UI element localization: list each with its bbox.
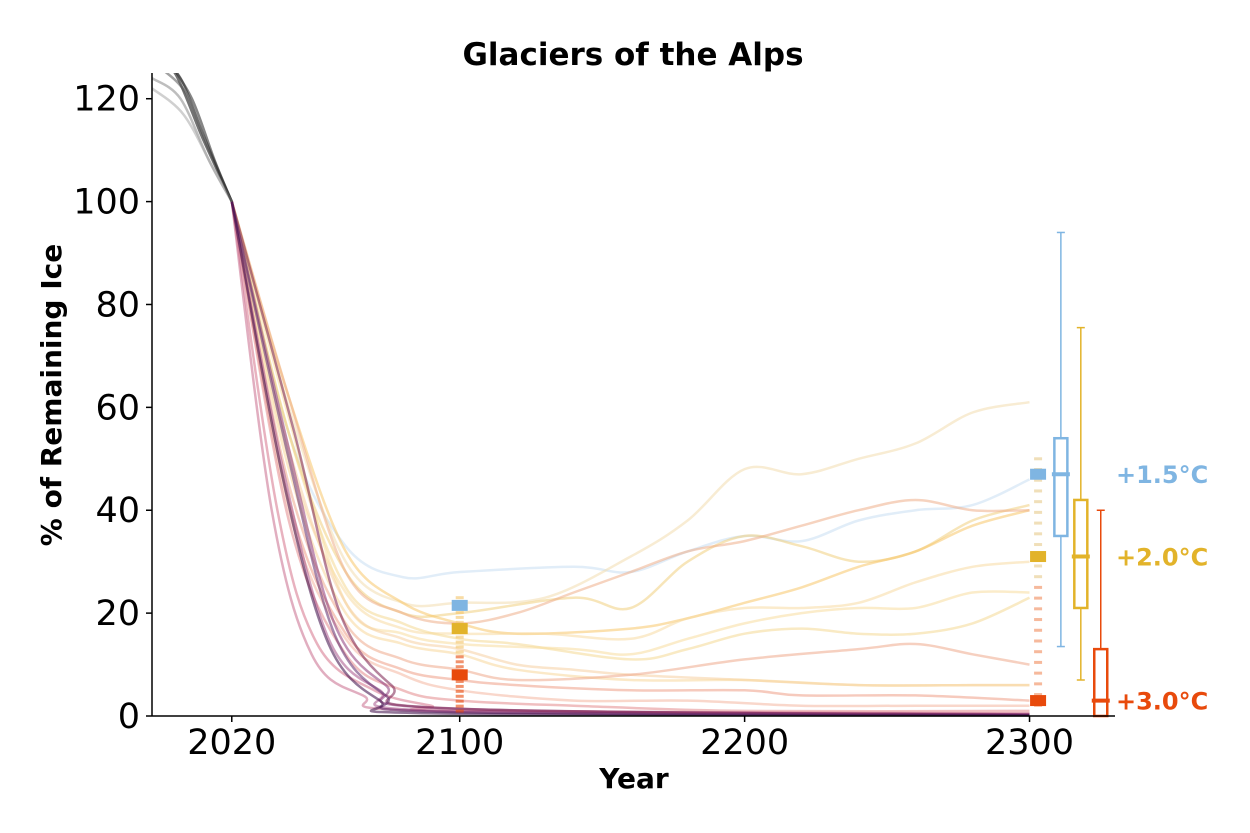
series-line: [230, 201, 1031, 580]
stack-2100-tick: [455, 610, 464, 614]
series-line: [230, 201, 1031, 661]
series-line: [230, 201, 1030, 702]
y-tick-label: 0: [118, 697, 140, 737]
stack-2300-tick: [1034, 585, 1043, 589]
stack-2300-tick: [1034, 564, 1043, 568]
marker-2100: [451, 669, 468, 681]
x-tick-label: 2100: [415, 723, 504, 763]
stack-2300-tick: [1034, 489, 1043, 493]
stack-2100-tick: [455, 655, 464, 659]
stack-2300-tick: [1034, 693, 1043, 697]
stack-2100-tick: [455, 650, 464, 654]
plot-area: [152, 73, 1047, 717]
series-line: [230, 201, 1030, 636]
marker-2300: [1030, 551, 1047, 563]
stack-2300-tick: [1034, 510, 1043, 514]
stack-2100-tick: [455, 699, 464, 703]
stack-2100-tick: [455, 684, 464, 688]
stack-2100-tick: [455, 709, 464, 713]
stack-2100-tick: [455, 660, 464, 664]
stack-2100-tick: [455, 645, 464, 649]
series-line: [230, 201, 1030, 625]
y-axis-label: % of Remaining Ice: [35, 244, 68, 546]
stack-2100-tick: [455, 694, 464, 698]
series-line: [230, 201, 1030, 682]
stack-2300-tick: [1034, 682, 1043, 686]
series-line: [230, 201, 1030, 656]
stack-2100-tick: [455, 689, 464, 693]
stack-2100-tick: [455, 635, 464, 639]
stack-2300-tick: [1034, 457, 1043, 461]
stack-2100-tick: [455, 596, 464, 600]
series-line: [175, 73, 233, 203]
series-line: [230, 201, 1030, 717]
series-group: [152, 73, 1031, 717]
scenario-label: +2.0°C: [1116, 544, 1208, 572]
stack-2300-tick: [1034, 639, 1043, 643]
stack-2100-tick: [455, 615, 464, 619]
stack-2300-tick: [1034, 596, 1043, 600]
x-axis-label: Year: [598, 762, 669, 795]
scenario-label: +3.0°C: [1116, 688, 1208, 716]
stack-2300-tick: [1034, 478, 1043, 482]
stack-2300-tick: [1034, 532, 1043, 536]
boxplot: [1051, 231, 1070, 648]
stack-2100-tick: [455, 620, 464, 624]
stack-2100-tick: [455, 704, 464, 708]
series-line: [230, 201, 1030, 687]
marker-2100: [451, 623, 468, 635]
stack-2300-tick: [1034, 575, 1043, 579]
series-line: [152, 87, 233, 203]
x-tick-label: 2300: [985, 723, 1074, 763]
y-tick-label: 120: [73, 80, 140, 120]
stack-2300-tick: [1034, 628, 1043, 632]
stack-2300-tick: [1034, 521, 1043, 525]
series-line: [230, 201, 1030, 608]
series-line: [230, 201, 1030, 717]
boxplot: [1071, 326, 1090, 681]
marker-2300: [1030, 695, 1047, 707]
y-tick-label: 40: [95, 491, 140, 531]
stack-2300-tick: [1034, 500, 1043, 504]
axes: +1.5°C +2.0°C +3.0°C 0 20 40 60 80 100 120 2020 210…: [73, 73, 1208, 763]
stack-2100-tick: [455, 665, 464, 669]
y-tick-label: 80: [95, 285, 140, 325]
x-tick-label: 2020: [187, 723, 276, 763]
y-tick-label: 60: [95, 388, 140, 428]
stack-2300-tick: [1034, 543, 1043, 547]
series-line: [230, 201, 1030, 641]
stack-2300-tick: [1034, 671, 1043, 675]
marker-2100: [451, 599, 468, 611]
x-tick-label: 2200: [700, 723, 789, 763]
chart-title: Glaciers of the Alps: [462, 37, 803, 73]
marker-2300: [1030, 468, 1047, 480]
stack-2300-tick: [1034, 660, 1043, 664]
series-line: [230, 201, 1030, 713]
boxplot: [1091, 509, 1110, 718]
stack-2100-tick: [455, 640, 464, 644]
stack-2300-tick: [1034, 618, 1043, 622]
stack-2300-tick: [1034, 650, 1043, 654]
stack-2300-tick: [1034, 607, 1043, 611]
y-tick-label: 100: [73, 183, 140, 223]
y-tick-label: 20: [95, 594, 140, 634]
scenario-label: +1.5°C: [1116, 461, 1208, 489]
stack-2100-tick: [455, 679, 464, 683]
series-line: [230, 201, 1030, 687]
